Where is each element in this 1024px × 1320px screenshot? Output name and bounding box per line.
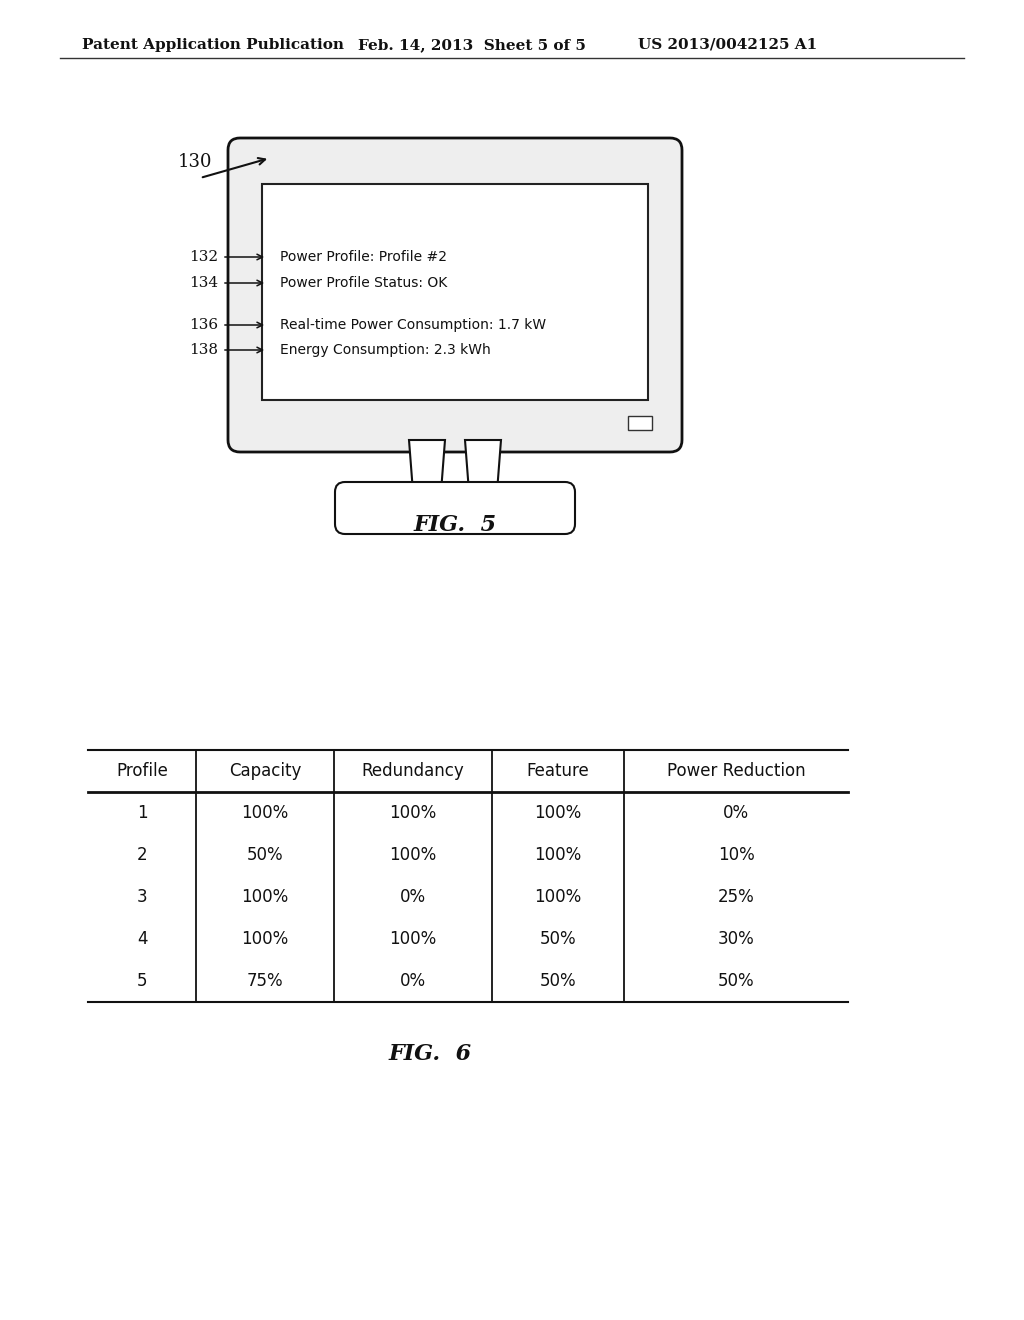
Text: 2: 2 [136, 846, 147, 865]
Text: FIG.  6: FIG. 6 [388, 1043, 472, 1065]
Text: US 2013/0042125 A1: US 2013/0042125 A1 [638, 38, 817, 51]
Text: 3: 3 [136, 888, 147, 906]
Text: 100%: 100% [535, 888, 582, 906]
Text: 50%: 50% [540, 931, 577, 948]
Text: 100%: 100% [389, 804, 436, 822]
Text: 130: 130 [178, 153, 213, 172]
Text: 0%: 0% [723, 804, 750, 822]
Text: 75%: 75% [247, 972, 284, 990]
Text: Redundancy: Redundancy [361, 762, 464, 780]
Text: 50%: 50% [540, 972, 577, 990]
Text: 100%: 100% [242, 931, 289, 948]
Text: 0%: 0% [400, 888, 426, 906]
Text: 10%: 10% [718, 846, 755, 865]
Text: Real-time Power Consumption: 1.7 kW: Real-time Power Consumption: 1.7 kW [280, 318, 546, 333]
Text: 134: 134 [188, 276, 218, 290]
Text: Power Profile: Profile #2: Power Profile: Profile #2 [280, 249, 447, 264]
Text: 138: 138 [189, 343, 218, 356]
Bar [628, 416, 652, 430]
Text: Energy Consumption: 2.3 kWh: Energy Consumption: 2.3 kWh [280, 343, 490, 356]
Text: 136: 136 [188, 318, 218, 333]
Text: 0%: 0% [400, 972, 426, 990]
Polygon shape [409, 440, 445, 492]
Text: 100%: 100% [535, 846, 582, 865]
Text: 100%: 100% [535, 804, 582, 822]
Text: Patent Application Publication: Patent Application Publication [82, 38, 344, 51]
Text: 4: 4 [137, 931, 147, 948]
FancyBboxPatch shape [228, 139, 682, 451]
Polygon shape [465, 440, 501, 492]
Text: 132: 132 [188, 249, 218, 264]
Text: 50%: 50% [247, 846, 284, 865]
Text: 30%: 30% [718, 931, 755, 948]
Text: Power Profile Status: OK: Power Profile Status: OK [280, 276, 447, 290]
Text: Feb. 14, 2013  Sheet 5 of 5: Feb. 14, 2013 Sheet 5 of 5 [358, 38, 586, 51]
Text: 100%: 100% [242, 804, 289, 822]
Text: Profile: Profile [116, 762, 168, 780]
Text: FIG.  5: FIG. 5 [414, 513, 497, 536]
Text: 100%: 100% [242, 888, 289, 906]
Text: 100%: 100% [389, 846, 436, 865]
Text: 100%: 100% [389, 931, 436, 948]
Bar [262, 183, 648, 400]
Text: 5: 5 [137, 972, 147, 990]
Text: Power Reduction: Power Reduction [667, 762, 805, 780]
Text: Feature: Feature [526, 762, 590, 780]
Text: 50%: 50% [718, 972, 755, 990]
Text: 1: 1 [136, 804, 147, 822]
Text: Capacity: Capacity [228, 762, 301, 780]
FancyBboxPatch shape [335, 482, 575, 535]
Text: 25%: 25% [718, 888, 755, 906]
